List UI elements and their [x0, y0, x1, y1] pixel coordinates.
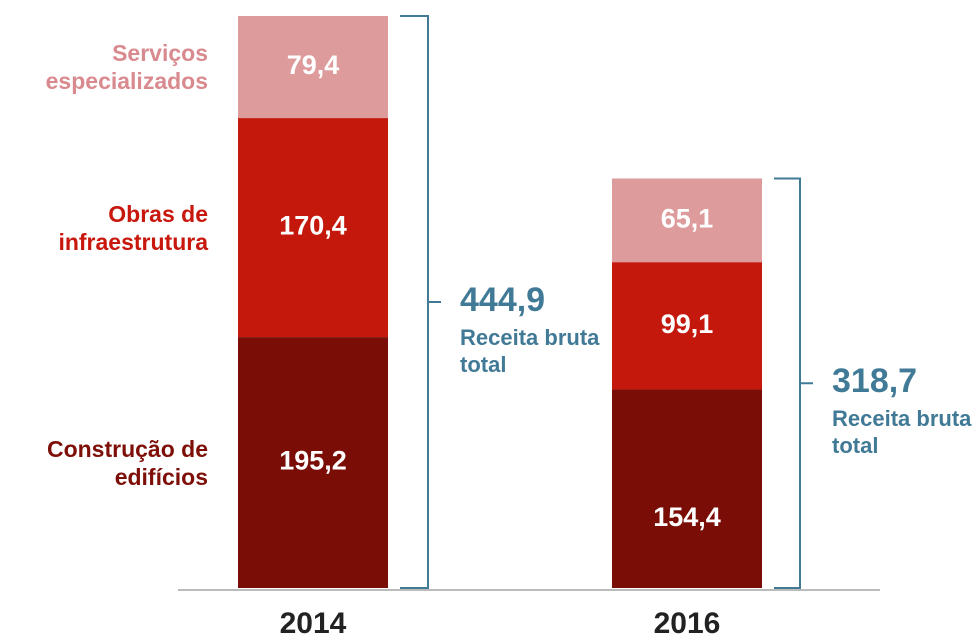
bar-segment — [612, 262, 762, 390]
total-value: 318,7 — [832, 362, 917, 400]
value-label: 79,4 — [287, 50, 340, 80]
legend-label: Serviços especializados — [45, 40, 208, 95]
bar-segment — [238, 16, 388, 119]
x-tick-label: 2016 — [654, 607, 721, 640]
value-label: 170,4 — [279, 211, 347, 241]
value-label: 99,1 — [661, 309, 714, 339]
bracket — [400, 15, 441, 589]
bracket — [774, 177, 813, 589]
total-value: 444,9 — [460, 281, 545, 319]
x-tick-label: 2014 — [280, 607, 347, 640]
legend-label: Construção de edifícios — [46, 435, 208, 490]
bar-segment — [238, 337, 388, 588]
total-label: Receita bruta total — [832, 406, 972, 459]
value-label: 195,2 — [279, 446, 347, 476]
legend-label: Obras de infraestrutura — [58, 200, 208, 255]
bar-segment — [238, 118, 388, 338]
total-label: Receita bruta total — [460, 325, 600, 377]
value-label: 154,4 — [653, 502, 721, 532]
value-label: 65,1 — [661, 203, 714, 233]
bar-segment — [612, 178, 762, 263]
bar-segment — [612, 389, 762, 588]
